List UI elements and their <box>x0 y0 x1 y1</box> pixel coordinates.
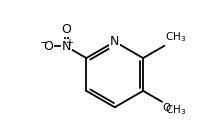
Text: O: O <box>61 23 71 36</box>
Text: N: N <box>62 40 71 53</box>
Text: +: + <box>65 39 73 48</box>
Text: O: O <box>43 40 53 53</box>
Text: CH$_3$: CH$_3$ <box>165 103 186 117</box>
Text: O: O <box>163 103 171 113</box>
Text: −: − <box>40 38 48 48</box>
Text: CH$_3$: CH$_3$ <box>165 31 186 44</box>
Text: N: N <box>110 35 119 48</box>
